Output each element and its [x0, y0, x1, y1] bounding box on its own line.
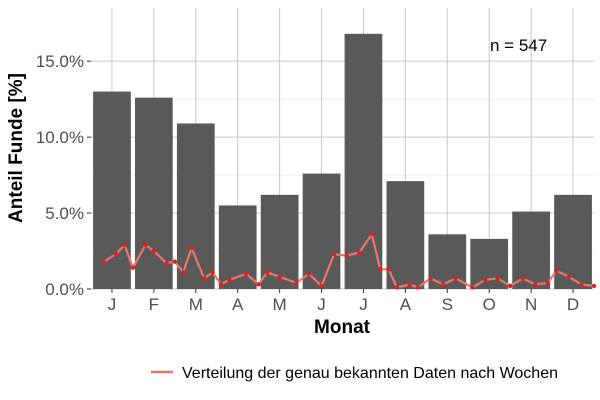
weekly-point-41	[554, 268, 559, 273]
weekly-point-27	[386, 267, 391, 272]
weekly-point-7	[164, 260, 169, 266]
weekly-point-39	[533, 282, 538, 287]
x-tick-label: N	[525, 295, 537, 314]
legend: Verteilung der genau bekannten Daten nac…	[151, 365, 558, 382]
bar-1	[93, 91, 131, 289]
weekly-point-30	[415, 285, 421, 290]
bar-4	[218, 205, 257, 289]
x-tick-label: M	[189, 295, 203, 314]
weekly-point-9	[181, 270, 186, 275]
weekly-point-28	[394, 285, 400, 290]
weekly-point-35	[482, 277, 488, 283]
x-tick-label: J	[317, 295, 326, 314]
weekly-point-3	[122, 242, 127, 248]
x-tick-label: S	[442, 295, 453, 314]
x-tick-label: O	[483, 295, 496, 314]
weekly-point-26	[378, 267, 383, 272]
weekly-point-11	[201, 276, 207, 281]
y-tick-label: 10.0%	[36, 128, 84, 147]
y-tick-label: 5.0%	[45, 204, 84, 223]
x-tick-label: J	[108, 295, 117, 314]
weekly-point-17	[264, 270, 270, 275]
weekly-point-19	[294, 280, 299, 286]
weekly-point-6	[151, 248, 157, 254]
weekly-point-29	[407, 282, 412, 287]
weekly-point-25	[369, 232, 375, 237]
weekly-point-42	[566, 274, 572, 280]
weekly-point-33	[453, 276, 458, 281]
weekly-line	[103, 233, 595, 289]
weekly-point-1	[101, 259, 106, 264]
bar-11	[512, 211, 550, 289]
weekly-point-16	[256, 282, 261, 287]
annotation-n: n = 547	[490, 36, 547, 55]
weekly-point-38	[520, 276, 525, 281]
weekly-point-36	[495, 276, 500, 281]
bar-6	[302, 173, 341, 289]
weekly-point-8	[172, 259, 178, 264]
x-tick-label: M	[273, 295, 287, 314]
weekly-point-14	[227, 277, 232, 283]
weekly-point-40	[545, 280, 551, 286]
x-axis-title: Monat	[314, 317, 371, 338]
y-tick-label: 15.0%	[36, 52, 84, 71]
weekly-point-5	[143, 242, 148, 248]
weekly-point-20	[306, 271, 312, 277]
weekly-point-13	[218, 282, 224, 287]
weekly-point-31	[428, 276, 433, 281]
weekly-point-24	[357, 250, 362, 255]
y-tick-label: 0.0%	[45, 280, 84, 299]
legend-label: Verteilung der genau bekannten Daten nac…	[182, 365, 558, 382]
weekly-point-34	[470, 285, 475, 290]
weekly-point-23	[344, 253, 349, 258]
bars	[93, 33, 592, 290]
weekly-point-21	[319, 283, 324, 289]
bar-3	[176, 123, 215, 289]
x-tick-label: D	[567, 295, 579, 314]
x-tick-label: A	[232, 295, 244, 314]
x-tick-label: A	[400, 295, 412, 314]
weekly-point-15	[243, 271, 249, 277]
x-tick-label: F	[149, 295, 159, 314]
weekly-point-12	[210, 270, 215, 275]
weekly-distribution-line	[101, 232, 597, 290]
weekly-point-18	[277, 274, 282, 280]
bar-2	[135, 97, 173, 290]
weekly-point-2	[113, 251, 119, 257]
y-axis-title: Anteil Funde [%]	[6, 73, 27, 223]
weekly-point-4	[130, 265, 136, 270]
weekly-point-22	[331, 251, 337, 257]
weekly-point-10	[189, 245, 194, 251]
x-tick-label: J	[359, 295, 368, 314]
y-axis-ticks: 0.0% 5.0% 10.0% 15.0%	[36, 52, 91, 299]
weekly-point-37	[507, 283, 513, 289]
bar-8	[386, 181, 425, 289]
weekly-point-43	[579, 282, 584, 287]
weekly-point-32	[440, 282, 446, 287]
weekly-point-44	[591, 283, 597, 289]
bar-12	[554, 194, 592, 289]
